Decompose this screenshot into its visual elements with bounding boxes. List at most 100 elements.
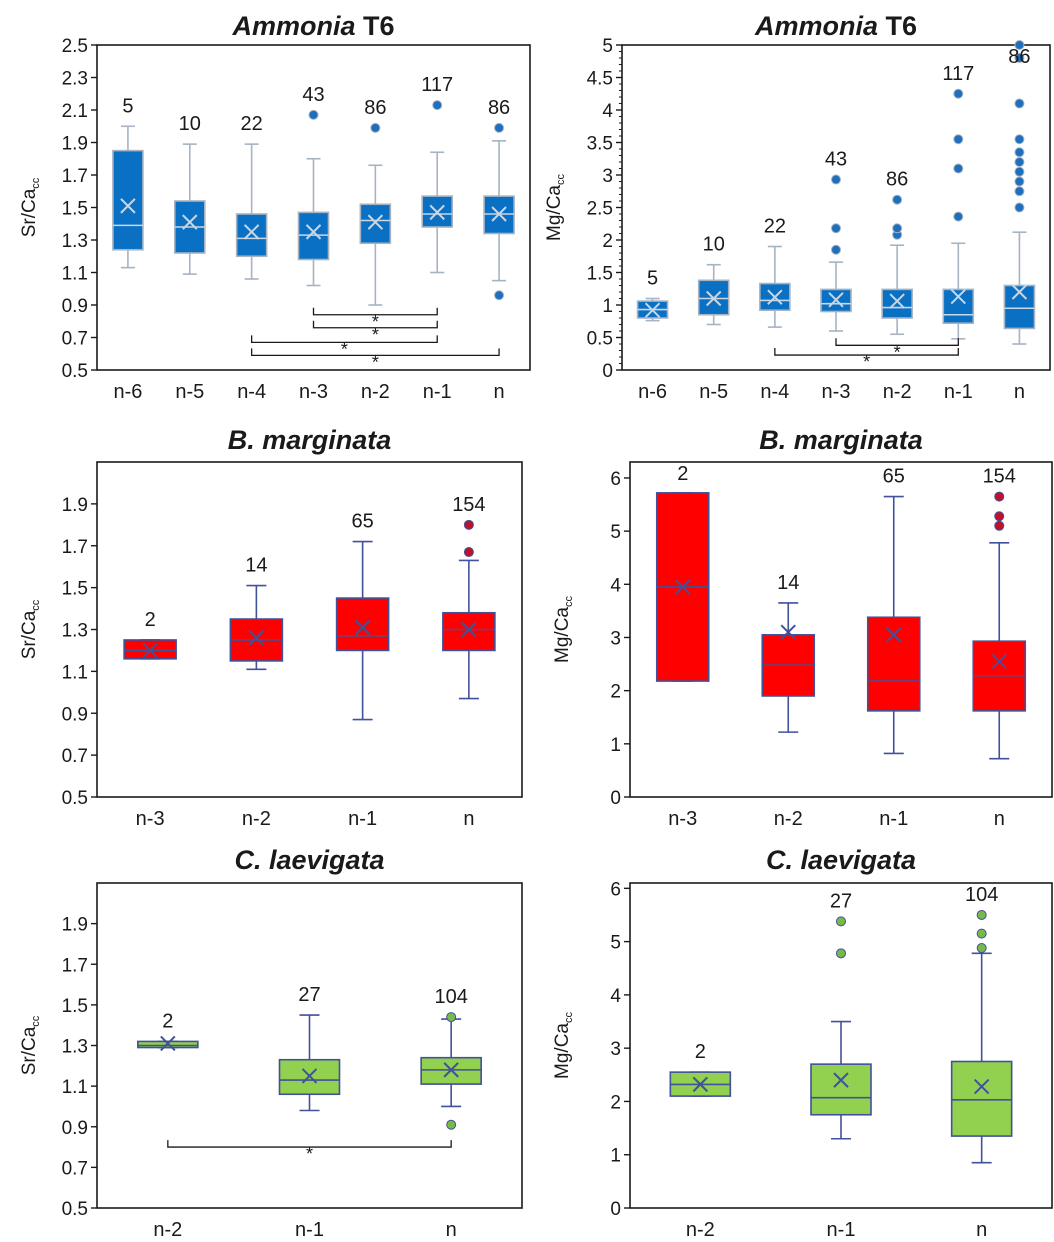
sample-count-label: 86 xyxy=(1008,46,1030,68)
outlier-point xyxy=(1014,202,1025,213)
iqr-box xyxy=(297,211,330,261)
y-axis-label-sub: cc xyxy=(30,599,42,611)
y-tick-label: 2 xyxy=(610,1092,621,1113)
y-tick-label: 2.5 xyxy=(587,199,613,220)
significance-bracket: * xyxy=(312,307,438,332)
outlier-point xyxy=(446,1119,457,1130)
x-tick-label: n-2 xyxy=(361,381,390,403)
outlier-point xyxy=(976,943,987,953)
y-tick-label: 6 xyxy=(610,879,621,900)
chart-title: Ammonia T6 xyxy=(754,11,917,41)
x-tick-label: n-1 xyxy=(944,381,973,403)
outlier-point xyxy=(976,928,987,939)
mean-marker xyxy=(692,1076,709,1093)
outlier-point xyxy=(1014,166,1025,177)
sample-count-label: 86 xyxy=(364,97,386,119)
significance-bracket: * xyxy=(774,348,959,372)
sample-count-label: 86 xyxy=(488,97,510,119)
outlier-point xyxy=(1014,53,1025,63)
outlier-point xyxy=(994,520,1005,531)
mean-marker xyxy=(142,642,158,659)
mean-marker xyxy=(780,624,796,640)
y-axis-label-main: Sr/Ca xyxy=(19,188,40,237)
mean-marker xyxy=(973,1078,990,1095)
y-tick-label: 1.7 xyxy=(62,955,88,976)
y-tick-label: 0.5 xyxy=(587,329,613,350)
sample-count-label: 117 xyxy=(421,74,453,96)
mean-marker xyxy=(301,1068,318,1084)
sample-count-label: 65 xyxy=(883,466,905,488)
significance-bracket: * xyxy=(835,338,959,362)
y-tick-label: 5 xyxy=(610,933,621,954)
chart-title-taxon: C. laevigata xyxy=(766,845,916,875)
significance-bracket: * xyxy=(250,335,438,359)
mean-marker xyxy=(429,204,445,221)
iqr-box xyxy=(335,597,390,652)
box-n: 154 xyxy=(442,494,496,700)
box-n-6: 5 xyxy=(636,268,669,322)
y-tick-label: 0.9 xyxy=(62,296,88,317)
x-tick-label: n-3 xyxy=(136,808,165,830)
mean-marker xyxy=(950,288,966,305)
x-tick-label: n-1 xyxy=(879,808,908,830)
iqr-box xyxy=(950,1060,1013,1137)
mean-marker xyxy=(828,292,844,308)
outlier-point xyxy=(994,491,1005,502)
box-n-2: 14 xyxy=(229,555,284,671)
x-tick-label: n-1 xyxy=(295,1219,324,1241)
y-tick-label: 5 xyxy=(602,36,613,57)
y-axis-label: Mg/Cacc xyxy=(544,174,567,241)
x-tick-label: n xyxy=(1014,381,1025,403)
chart-title: C. laevigata xyxy=(766,845,916,875)
chart-panel-3: B. marginata Sr/Cacc 0.5 0.7 0.9 1.1 1.3 1.5 1.7… xyxy=(19,425,523,830)
sample-count-label: 86 xyxy=(886,169,908,191)
outlier-point xyxy=(831,244,841,255)
mean-marker xyxy=(120,198,136,214)
bracket-line xyxy=(167,1140,452,1148)
sample-count-label: 27 xyxy=(298,984,320,1006)
x-tick-label: n xyxy=(446,1219,457,1241)
box-n: 86 xyxy=(1003,40,1036,345)
sample-count-label: 43 xyxy=(302,84,324,106)
sample-count-label: 2 xyxy=(162,1010,173,1032)
outlier-point xyxy=(1014,147,1025,158)
y-tick-label: 1.7 xyxy=(62,537,88,558)
outlier-point xyxy=(953,211,964,222)
x-tick-label: n xyxy=(463,808,474,830)
sample-count-label: 14 xyxy=(777,572,799,594)
box-n: 104 xyxy=(950,884,1013,1164)
y-axis-label-main: Sr/Ca xyxy=(19,1026,40,1075)
outlier-point xyxy=(1014,176,1025,187)
sample-count-label: 104 xyxy=(965,884,998,906)
y-axis-label-main: Mg/Ca xyxy=(552,607,573,663)
chart-title-taxon: B. marginata xyxy=(228,425,392,455)
outlier-point xyxy=(892,223,903,234)
chart-title-suffix: T6 xyxy=(878,11,917,41)
y-axis-label-sub: cc xyxy=(30,177,42,189)
significance-star: * xyxy=(894,342,901,362)
outlier-point xyxy=(976,909,987,920)
significance-star: * xyxy=(306,1144,313,1164)
sample-count-label: 65 xyxy=(352,511,374,533)
significance-bracket: * xyxy=(312,320,438,345)
box-n: 154 xyxy=(972,466,1027,760)
x-tick-label: n xyxy=(976,1219,987,1241)
mean-marker xyxy=(354,619,371,636)
y-tick-label: 0.5 xyxy=(62,361,88,382)
x-tick-label: n-5 xyxy=(175,381,204,403)
box-n-4: 22 xyxy=(759,216,791,328)
box-n-1: 27 xyxy=(810,890,872,1140)
chart-panel-1: Ammonia T6 Sr/Cacc 0.5 0.7 0.9 1.1 1.3 1.5 1.7 1.… xyxy=(19,11,531,403)
sample-count-label: 14 xyxy=(245,555,267,577)
box-n-2: 86 xyxy=(359,97,392,306)
sample-count-label: 43 xyxy=(825,149,847,171)
mean-marker xyxy=(886,627,902,643)
outlier-point xyxy=(1014,157,1025,167)
x-tick-label: n-2 xyxy=(153,1219,182,1241)
y-tick-label: 1 xyxy=(602,296,613,317)
y-tick-label: 0 xyxy=(610,1199,621,1220)
sample-count-label: 2 xyxy=(677,463,688,485)
y-tick-label: 1.1 xyxy=(62,662,88,683)
iqr-box xyxy=(942,288,975,324)
outlier-point xyxy=(953,88,964,99)
